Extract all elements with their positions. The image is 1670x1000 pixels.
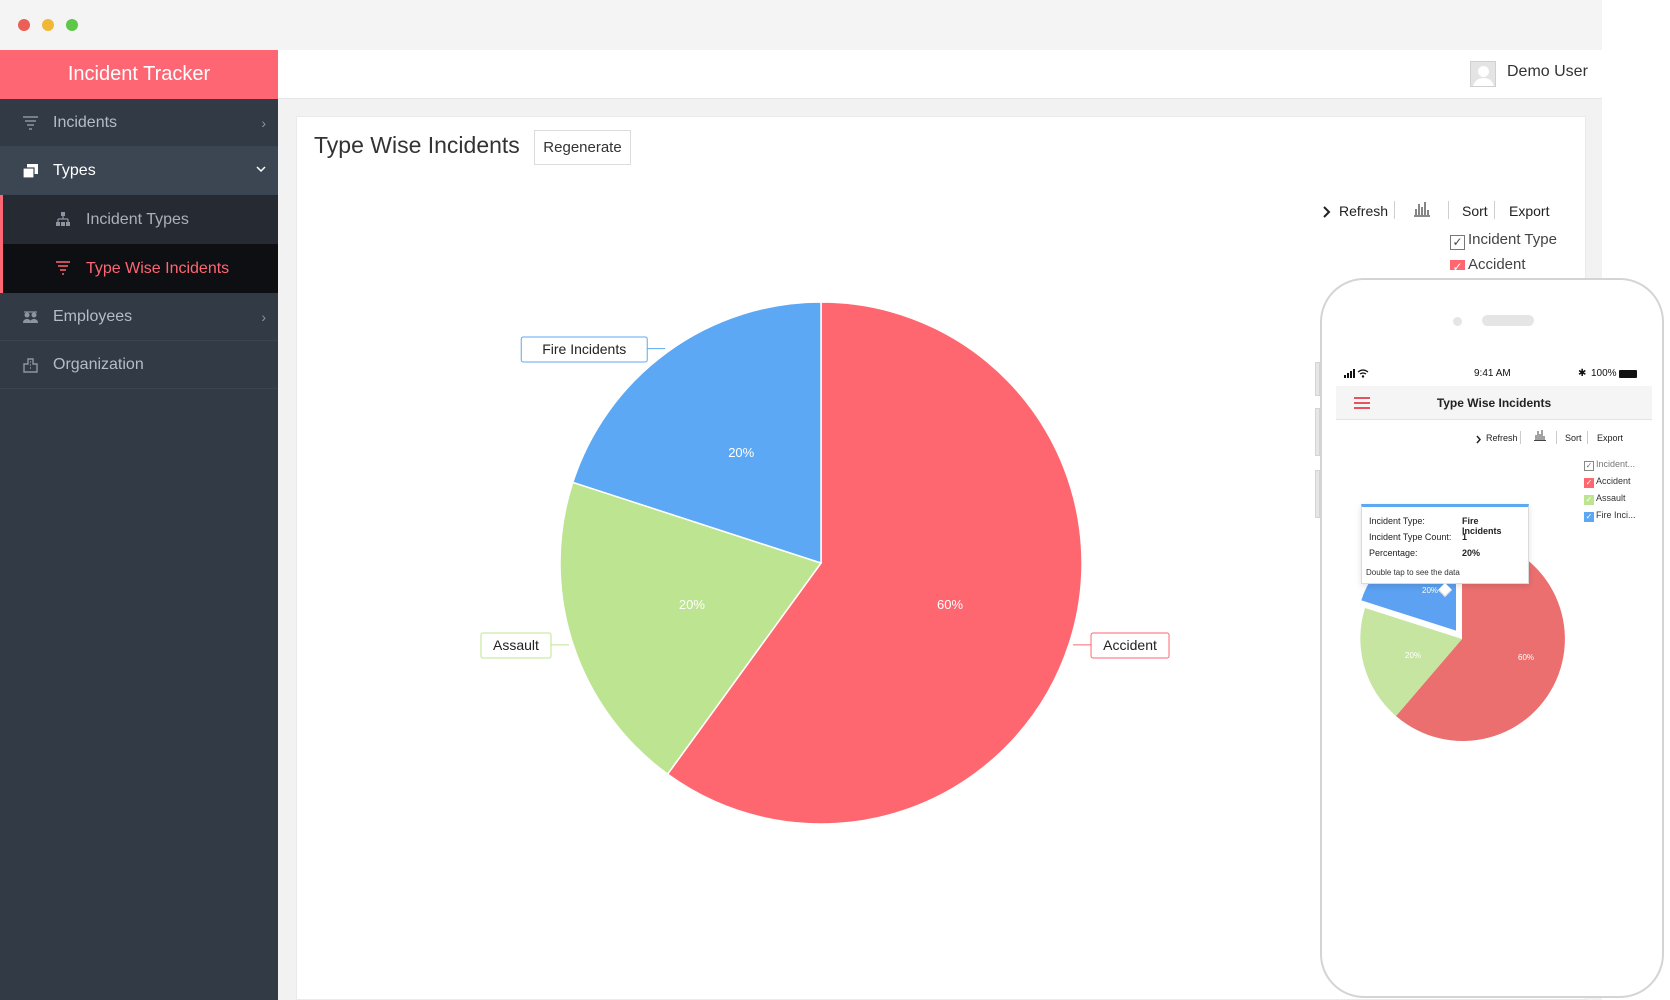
- tooltip: Incident Type: Fire Incidents Incident Ty…: [1361, 504, 1529, 598]
- tooltip-label: Incident Type:: [1369, 516, 1425, 526]
- legend-label: Fire Inci...: [1596, 510, 1636, 520]
- browser-window: Incident Tracker Incidents › Types Incid…: [0, 0, 1602, 1000]
- legend-checkbox[interactable]: ✓: [1584, 495, 1594, 505]
- refresh-button[interactable]: Refresh: [1339, 203, 1389, 219]
- chevron-right-icon: ›: [261, 115, 266, 131]
- people-icon: [23, 311, 38, 323]
- tooltip-value: 1: [1462, 532, 1468, 542]
- status-time: 9:41 AM: [1474, 368, 1511, 379]
- menu-icon[interactable]: [1354, 397, 1370, 412]
- pie-slice-fire-incidents[interactable]: [571, 301, 822, 565]
- callout-label-fire-incidents[interactable]: Fire Incidents: [542, 341, 626, 357]
- signal-wifi-icon: [1344, 369, 1369, 378]
- hierarchy-icon: [56, 212, 70, 226]
- app-title[interactable]: Incident Tracker: [0, 50, 278, 99]
- regenerate-button[interactable]: Regenerate: [534, 130, 631, 165]
- chevron-right-icon: [1323, 206, 1331, 218]
- sidebar-item-label: Employees: [53, 308, 133, 325]
- legend-checkbox[interactable]: ✓: [1584, 478, 1594, 488]
- phone-sort-button[interactable]: Sort: [1565, 433, 1582, 443]
- chevron-right-icon: [1476, 435, 1481, 444]
- phone-pie-chart: 60% 20% 20%: [1358, 528, 1565, 741]
- callout-box-accident: [1090, 632, 1170, 659]
- legend-checkbox[interactable]: ✓: [1450, 260, 1465, 270]
- sidebar-item-employees[interactable]: Employees ›: [0, 293, 278, 341]
- phone-pie-label-accident: 60%: [1518, 653, 1534, 662]
- tooltip-value: Fire Incidents: [1462, 516, 1502, 536]
- legend-header-label: Incident Type: [1468, 231, 1557, 248]
- callout-box-fire-incidents: [520, 336, 648, 363]
- sidebar: Incident Tracker Incidents › Types Incid…: [0, 50, 278, 1000]
- funnel-icon: [23, 116, 38, 130]
- page-title: Type Wise Incidents: [314, 132, 520, 158]
- phone-refresh-button[interactable]: Refresh: [1486, 433, 1518, 443]
- legend-label: Accident: [1596, 476, 1631, 486]
- phone-pie-slice-accident[interactable]: [1396, 536, 1565, 741]
- tooltip-label: Percentage:: [1369, 548, 1418, 558]
- sidebar-item-label: Incident Types: [86, 211, 189, 228]
- building-icon: [23, 358, 38, 373]
- phone-pie-label-fire: 20%: [1422, 586, 1438, 595]
- legend-label: Incident...: [1596, 459, 1636, 469]
- chevron-down-icon: [256, 166, 266, 173]
- sidebar-item-label: Incidents: [53, 114, 118, 131]
- pie-chart: 60% 20% 20% Accident Assault Fire Incidents: [480, 301, 1170, 825]
- battery-icon: [1619, 370, 1637, 378]
- sidebar-item-label: Types: [53, 162, 96, 179]
- legend-item-label: Accident: [1468, 256, 1526, 270]
- close-window-button[interactable]: [18, 19, 30, 31]
- legend-header[interactable]: ✓ Incident Type: [1450, 231, 1557, 251]
- phone-screen: 9:41 AM ✱ 100% Type Wise Incidents Refre…: [1336, 362, 1652, 882]
- sidebar-item-organization[interactable]: Organization: [0, 341, 278, 389]
- callout-box-assault: [480, 632, 552, 659]
- phone-legend-fire[interactable]: ✓ Fire Inci...: [1584, 509, 1636, 523]
- phone-header: Type Wise Incidents: [1336, 386, 1652, 420]
- phone-legend-header[interactable]: ✓ Incident...: [1584, 458, 1635, 472]
- legend-label: Assault: [1596, 493, 1626, 503]
- pie-slice-assault[interactable]: [559, 481, 823, 776]
- tooltip-note: Double tap to see the data: [1366, 568, 1460, 577]
- legend-checkbox[interactable]: ✓: [1450, 235, 1465, 250]
- stack-icon: [22, 164, 38, 179]
- funnel-icon: [56, 261, 70, 275]
- chevron-right-icon: ›: [261, 309, 266, 325]
- legend-checkbox[interactable]: ✓: [1584, 461, 1594, 471]
- avatar[interactable]: [1470, 61, 1496, 87]
- bar-chart-icon[interactable]: [1413, 201, 1431, 217]
- tooltip-value: 20%: [1462, 548, 1481, 558]
- pie-percent-label-fire-incidents: 20%: [728, 445, 754, 460]
- pie-percent-label-assault: 20%: [679, 597, 705, 612]
- bar-chart-icon[interactable]: [1534, 430, 1546, 441]
- sidebar-item-type-wise-incidents[interactable]: Type Wise Incidents: [0, 244, 278, 293]
- minimize-window-button[interactable]: [42, 19, 54, 31]
- sidebar-item-label: Organization: [53, 356, 144, 373]
- phone-export-button[interactable]: Export: [1597, 433, 1624, 443]
- export-button[interactable]: Export: [1509, 203, 1550, 219]
- phone-mockup: 9:41 AM ✱ 100% Type Wise Incidents Refre…: [1315, 278, 1664, 998]
- sidebar-item-incident-types[interactable]: Incident Types: [0, 195, 278, 244]
- callout-label-accident[interactable]: Accident: [1103, 637, 1157, 653]
- phone-page-title: Type Wise Incidents: [1436, 396, 1552, 410]
- phone-pie-slice-assault[interactable]: [1360, 608, 1462, 716]
- tooltip-label: Incident Type Count:: [1369, 532, 1452, 542]
- battery-percent: 100%: [1591, 368, 1617, 379]
- pie-slice-accident[interactable]: [666, 301, 1083, 825]
- maximize-window-button[interactable]: [66, 19, 78, 31]
- sidebar-item-incidents[interactable]: Incidents ›: [0, 99, 278, 147]
- legend-item-accident[interactable]: ✓ Accident: [1450, 256, 1526, 270]
- user-name[interactable]: Demo User: [1507, 63, 1588, 80]
- bluetooth-icon: ✱: [1578, 368, 1587, 379]
- legend-checkbox[interactable]: ✓: [1584, 512, 1594, 522]
- phone-pie-label-assault: 20%: [1405, 651, 1421, 660]
- phone-legend-accident[interactable]: ✓ Accident: [1584, 475, 1631, 489]
- top-header: Demo User: [278, 50, 1602, 99]
- phone-legend-assault[interactable]: ✓ Assault: [1584, 492, 1626, 506]
- window-titlebar: [0, 0, 1602, 50]
- sidebar-item-types[interactable]: Types: [0, 147, 278, 195]
- pie-percent-label-accident: 60%: [937, 597, 963, 612]
- sidebar-item-label: Type Wise Incidents: [86, 260, 230, 277]
- sort-button[interactable]: Sort: [1462, 203, 1488, 219]
- callout-label-assault[interactable]: Assault: [493, 637, 539, 653]
